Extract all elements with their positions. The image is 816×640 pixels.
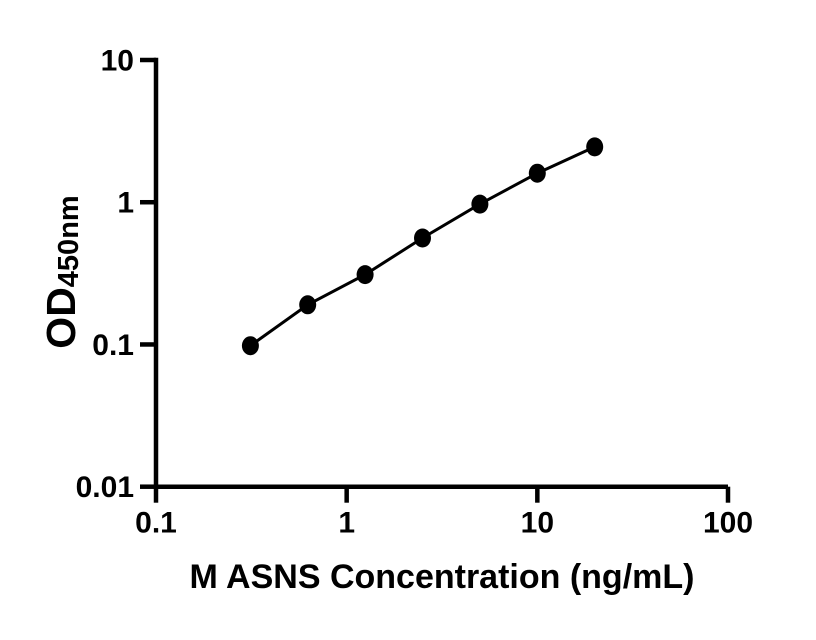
y-axis-title-main: OD [37,287,84,349]
axis-spines [153,57,728,489]
y-tick-label: 0.01 [76,471,134,504]
x-tick-label: 10 [521,507,554,540]
data-point [356,265,374,285]
x-axis-title: M ASNS Concentration (ng/mL) [189,558,695,596]
data-point [299,295,317,315]
data-point [528,163,546,183]
y-tick-label: 10 [101,45,134,78]
x-tick-label: 1 [338,507,355,540]
axes [153,57,728,489]
data-point [414,228,431,248]
data-point [471,194,489,214]
data-series [241,137,604,356]
x-tick-label: 0.1 [135,507,177,540]
y-tick-label: 0.1 [92,329,134,362]
x-tick-label: 100 [703,507,753,540]
y-axis-title-subscript: 450nm [53,195,86,288]
y-tick-label: 1 [117,187,134,220]
axis-ticks [140,57,731,503]
data-point [586,137,604,157]
y-axis-title: OD450nm [38,195,86,348]
data-point [241,336,259,356]
